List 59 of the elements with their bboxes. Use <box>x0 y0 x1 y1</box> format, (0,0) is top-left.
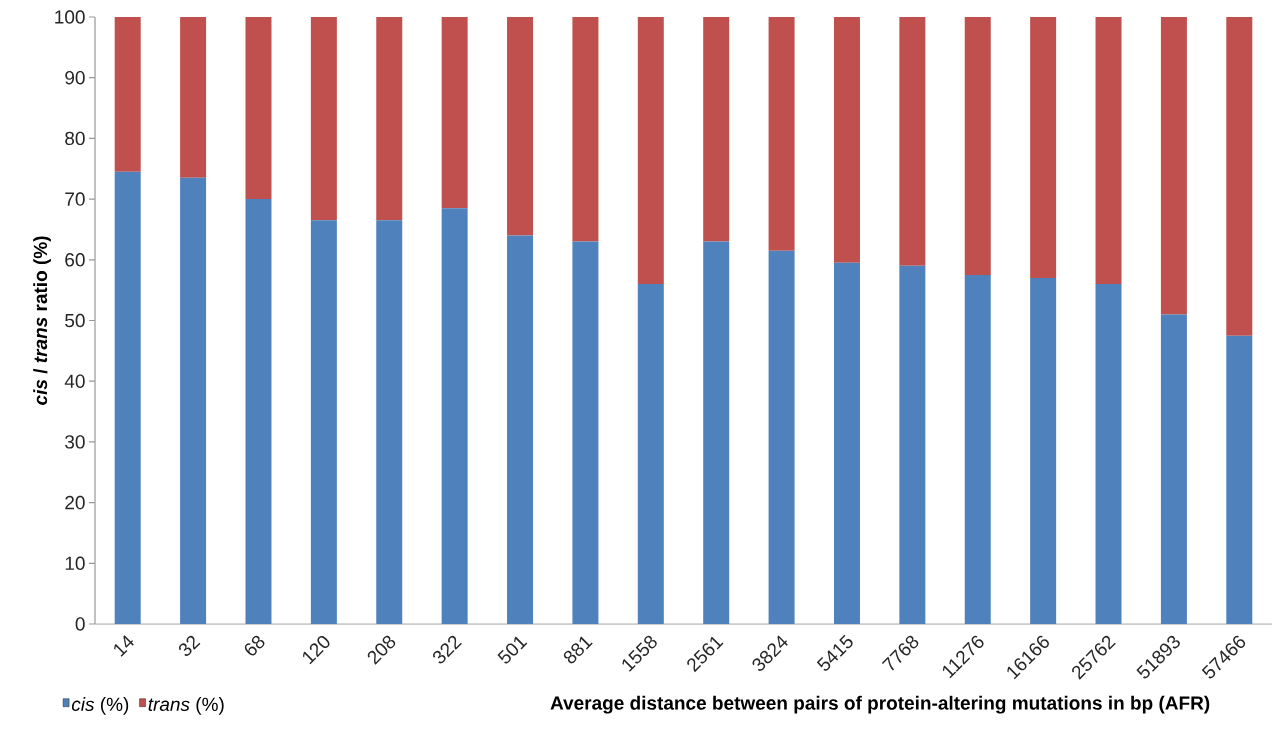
bar <box>1030 278 1057 624</box>
bar <box>376 220 403 624</box>
legend-label: trans (%) <box>148 697 224 715</box>
bar <box>572 241 599 624</box>
bar <box>899 16 926 266</box>
bar <box>507 235 534 624</box>
x-tick-label: 208 <box>367 635 396 665</box>
y-tick-label: 90 <box>65 70 85 85</box>
x-tick-label: 68 <box>244 635 265 656</box>
bar <box>507 16 534 236</box>
bar <box>703 241 730 624</box>
y-axis-title: cis / trans ratio (%) <box>33 236 51 405</box>
y-tick-label: 10 <box>65 556 85 571</box>
bar <box>1095 16 1122 285</box>
legend-label: cis (%) <box>71 697 129 715</box>
y-tick-label: 0 <box>75 617 85 631</box>
bar <box>964 274 991 624</box>
y-tick-label: 60 <box>65 253 85 267</box>
bar <box>310 16 337 221</box>
bar <box>310 220 337 624</box>
bar <box>833 262 860 624</box>
bar <box>703 16 730 242</box>
y-tick-label: 80 <box>65 131 85 146</box>
bar <box>441 16 468 209</box>
bar <box>376 16 403 221</box>
bar <box>768 250 795 624</box>
y-tick-label: 100 <box>55 10 85 24</box>
x-tick-label: 14 <box>114 635 134 657</box>
bar <box>1095 284 1122 624</box>
bar <box>637 284 664 624</box>
bar <box>572 16 599 242</box>
bar <box>833 16 860 263</box>
bar <box>899 265 926 624</box>
bar <box>245 16 272 200</box>
x-tick-label: 32 <box>178 635 201 656</box>
x-axis-title: Average distance between pairs of protein-altering mutations in bp (AFR) <box>550 695 1210 714</box>
bar <box>1030 16 1057 278</box>
bar <box>964 16 991 275</box>
x-tick-label: 322 <box>433 635 462 664</box>
bar <box>245 199 272 624</box>
bar <box>768 16 795 251</box>
x-tick-label: 501 <box>497 636 528 664</box>
bar <box>1160 16 1187 315</box>
bar <box>1226 335 1253 624</box>
y-tick-label: 70 <box>65 192 85 206</box>
bar <box>1226 16 1253 336</box>
y-tick-label: 20 <box>65 495 85 510</box>
bar <box>180 16 207 178</box>
y-tick-label: 30 <box>65 435 85 449</box>
y-tick-label: 50 <box>65 313 85 328</box>
bar <box>637 16 664 285</box>
x-tick-label: 120 <box>302 635 330 665</box>
bar <box>1160 314 1187 624</box>
x-tick-label: 881 <box>563 636 593 664</box>
bar <box>441 208 468 624</box>
bar <box>114 16 141 172</box>
y-tick-label: 40 <box>64 374 85 388</box>
bar <box>180 177 207 624</box>
bar <box>114 171 141 624</box>
